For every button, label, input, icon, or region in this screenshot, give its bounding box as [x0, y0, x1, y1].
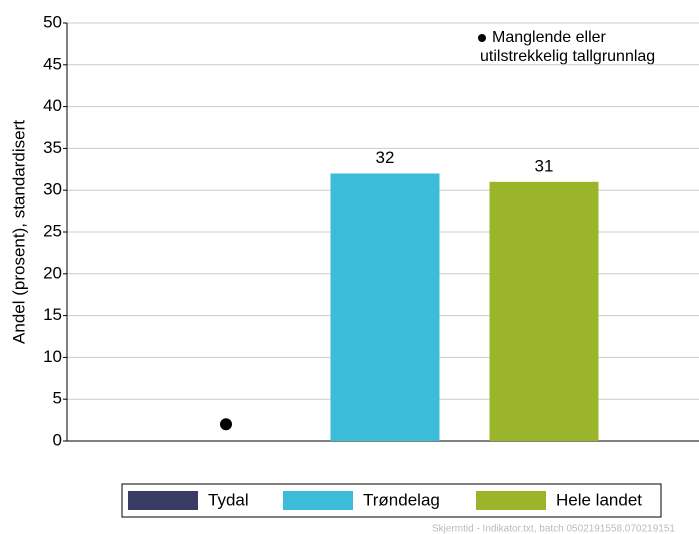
y-tick-label: 35 [43, 138, 62, 157]
legend-swatch [128, 491, 198, 510]
missing-dot [220, 418, 232, 431]
y-tick-label: 30 [43, 180, 62, 199]
y-tick-label: 25 [43, 221, 62, 240]
footer: Skjermtid - Indikator.txt, batch 0502191… [432, 524, 675, 534]
y-tick-label: 5 [53, 389, 62, 408]
legend-label: Hele landet [556, 490, 642, 509]
legend-swatch [476, 491, 546, 510]
legend-swatch [283, 491, 353, 510]
y-tick-label: 45 [43, 54, 62, 73]
y-tick-label: 0 [53, 430, 62, 449]
value-label: 31 [535, 156, 554, 175]
y-tick-label: 10 [43, 347, 62, 366]
value-label: 32 [376, 148, 395, 167]
legend-box [121, 483, 662, 518]
annotation-dot [478, 34, 486, 42]
legend-label: Tydal [208, 490, 249, 509]
y-tick-label: 15 [43, 305, 62, 324]
bar [489, 181, 599, 441]
annotation: utilstrekkelig tallgrunnlag [480, 48, 655, 65]
y-axis-title: Andel (prosent), standardisert [9, 120, 28, 344]
annotation: Manglende eller [492, 29, 607, 46]
bar [330, 173, 440, 442]
legend-label: Trøndelag [363, 490, 440, 509]
y-tick-label: 40 [43, 96, 62, 115]
y-tick-label: 20 [43, 263, 62, 282]
y-tick-label: 50 [43, 12, 62, 31]
